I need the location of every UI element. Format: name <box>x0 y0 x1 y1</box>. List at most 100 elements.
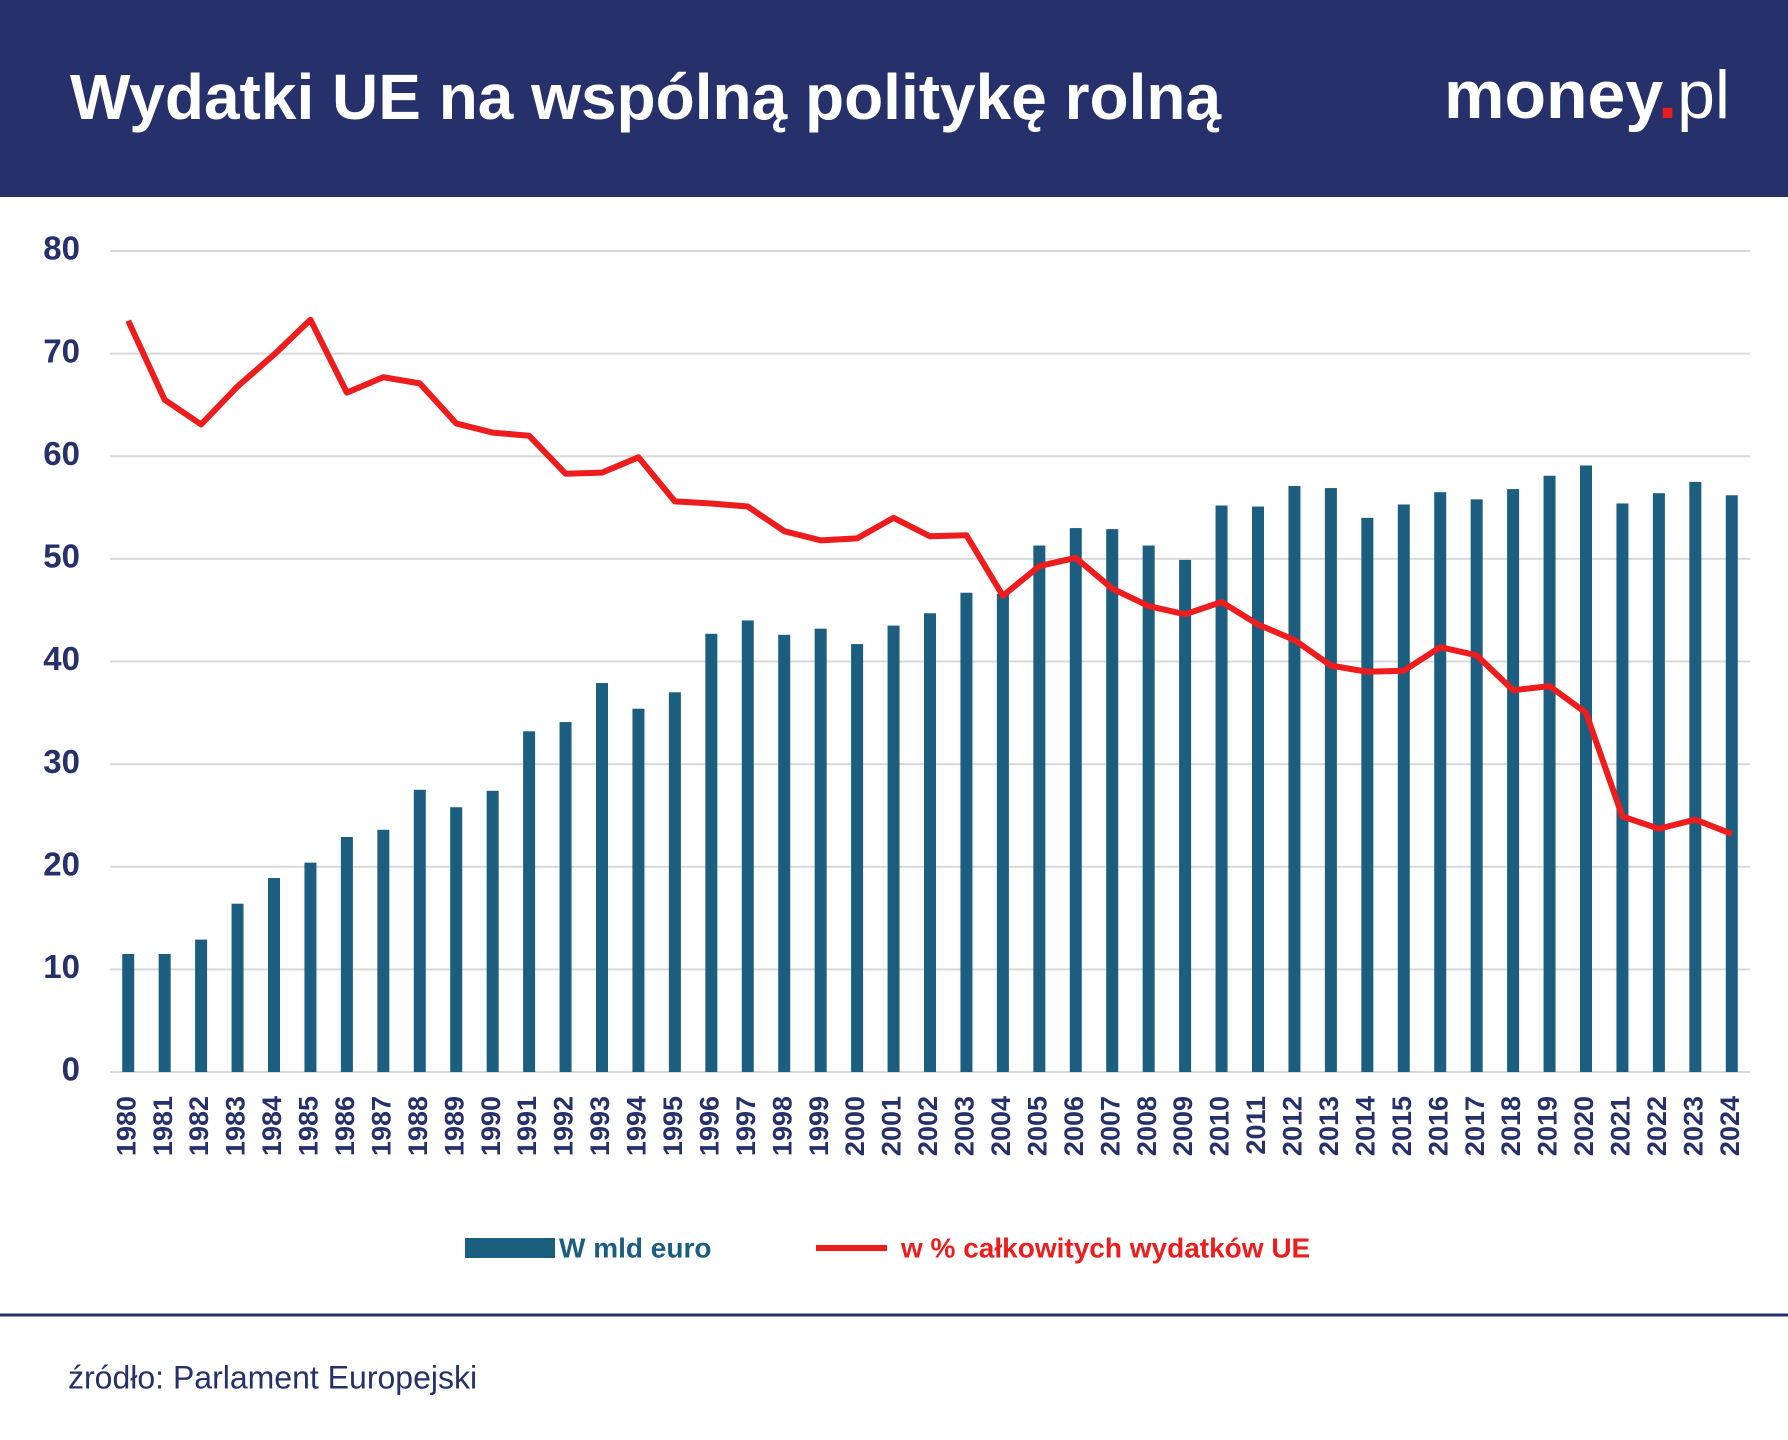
legend-label: W mld euro <box>559 1232 711 1263</box>
bar <box>1069 528 1082 1072</box>
x-tick-label: 2013 <box>1314 1096 1344 1156</box>
x-tick-label: 2001 <box>877 1096 907 1156</box>
bar <box>996 593 1009 1072</box>
x-tick-label: 1995 <box>658 1096 688 1156</box>
x-tick-label: 1994 <box>622 1096 652 1156</box>
x-tick-label: 2014 <box>1350 1096 1380 1156</box>
x-tick-label: 2009 <box>1168 1096 1198 1156</box>
bar <box>1288 486 1301 1073</box>
bar <box>778 634 791 1072</box>
x-tick-label: 2022 <box>1642 1096 1672 1156</box>
bar <box>1580 465 1592 1073</box>
bar <box>377 829 390 1072</box>
header <box>0 0 1788 197</box>
x-tick-label: 2011 <box>1241 1096 1271 1155</box>
bar <box>1033 545 1046 1072</box>
bar <box>1106 529 1119 1072</box>
bar <box>924 613 936 1072</box>
x-tick-label: 2004 <box>986 1096 1016 1156</box>
x-tick-label: 2018 <box>1496 1096 1526 1156</box>
bar <box>596 683 608 1072</box>
x-tick-label: 2024 <box>1715 1096 1745 1156</box>
y-tick-label: 20 <box>43 845 80 882</box>
x-tick-label: 2000 <box>840 1096 870 1156</box>
x-tick-label: 1987 <box>366 1096 396 1156</box>
bar <box>668 692 681 1072</box>
x-tick-label: 1990 <box>476 1096 506 1156</box>
y-tick-label: 50 <box>43 538 80 575</box>
x-tick-label: 2019 <box>1533 1096 1563 1156</box>
bar <box>1179 559 1192 1072</box>
legend-label: w % całkowitych wydatków UE <box>900 1232 1310 1263</box>
x-tick-label: 2003 <box>950 1096 980 1156</box>
x-tick-label: 1998 <box>767 1096 797 1156</box>
x-tick-label: 1981 <box>148 1096 178 1156</box>
bar <box>1507 489 1520 1073</box>
bar <box>887 625 900 1072</box>
x-tick-label: 1997 <box>731 1096 761 1156</box>
bar <box>741 620 754 1072</box>
bar <box>486 790 499 1072</box>
bar <box>1215 505 1228 1072</box>
bar <box>413 789 426 1072</box>
source: źródło: Parlament Europejski <box>68 1359 477 1395</box>
x-tick-label: 1993 <box>585 1096 615 1156</box>
x-tick-label: 1986 <box>330 1096 360 1156</box>
bar <box>1616 503 1629 1072</box>
x-tick-label: 1992 <box>549 1096 579 1156</box>
bar <box>304 862 317 1072</box>
y-tick-label: 80 <box>43 230 80 267</box>
x-tick-label: 2023 <box>1678 1096 1708 1156</box>
x-tick-label: 1989 <box>439 1096 469 1156</box>
x-tick-label: 1996 <box>694 1096 724 1156</box>
logo-suffix: pl <box>1677 57 1730 133</box>
bar <box>268 878 280 1072</box>
x-tick-label: 2005 <box>1022 1096 1052 1156</box>
x-tick-label: 1982 <box>184 1096 214 1156</box>
x-tick-label: 2010 <box>1205 1096 1235 1156</box>
bar <box>1252 506 1264 1072</box>
bar <box>1434 492 1447 1072</box>
bar <box>960 592 973 1072</box>
bar <box>1142 545 1155 1072</box>
bar <box>1689 481 1702 1072</box>
bar <box>195 939 208 1072</box>
logo-main: money <box>1444 57 1663 133</box>
x-tick-label: 1980 <box>111 1096 141 1156</box>
legend-swatch <box>465 1238 555 1258</box>
bar <box>632 708 645 1072</box>
x-tick-label: 2017 <box>1460 1096 1490 1156</box>
x-tick-label: 1991 <box>512 1096 542 1156</box>
x-tick-label: 2012 <box>1278 1096 1308 1156</box>
y-tick-label: 70 <box>43 332 80 369</box>
x-tick-label: 2007 <box>1095 1096 1125 1156</box>
x-tick-label: 2006 <box>1059 1096 1089 1156</box>
x-tick-label: 2015 <box>1387 1096 1417 1156</box>
bar <box>1361 517 1374 1072</box>
bar <box>559 722 572 1072</box>
x-tick-label: 1988 <box>403 1096 433 1156</box>
x-tick-label: 2020 <box>1569 1096 1599 1156</box>
bar <box>1543 475 1556 1072</box>
bar <box>705 633 718 1072</box>
bar <box>122 953 135 1072</box>
y-tick-label: 40 <box>43 640 80 677</box>
bar <box>1397 504 1410 1072</box>
y-tick-label: 60 <box>43 435 80 472</box>
x-tick-label: 1983 <box>221 1096 251 1156</box>
x-tick-label: 1984 <box>257 1096 287 1156</box>
x-tick-label: 2021 <box>1606 1096 1636 1156</box>
bar <box>1324 488 1337 1073</box>
bar <box>231 903 244 1072</box>
y-tick-label: 30 <box>43 743 80 780</box>
y-tick-label: 0 <box>62 1051 80 1088</box>
x-tick-label: 1985 <box>294 1096 324 1156</box>
x-tick-label: 2002 <box>913 1096 943 1156</box>
bar <box>450 807 463 1072</box>
line <box>125 316 1733 837</box>
y-tick-label: 10 <box>43 948 80 985</box>
x-tick-label: 2008 <box>1132 1096 1162 1156</box>
bar <box>523 731 536 1072</box>
bar <box>1725 495 1738 1072</box>
